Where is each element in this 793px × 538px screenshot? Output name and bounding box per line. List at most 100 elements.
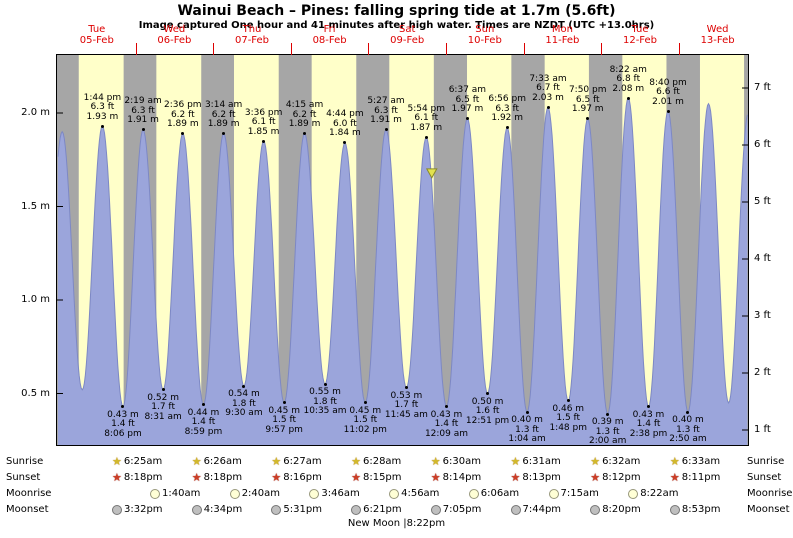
low-tide-label: 0.45 m 1.5 ft 9:57 pm [265, 406, 303, 436]
tide-label-line: 0.43 m [107, 409, 139, 420]
low-tide-label: 0.46 m 1.5 ft 1:48 pm [549, 404, 587, 434]
day-tick [135, 43, 137, 55]
tide-label-line: 1.5 ft [353, 415, 378, 426]
astro-entry: ★ 8:12pm [590, 472, 640, 484]
astro-time: 6:33am [681, 456, 721, 467]
sunrise-icon: ★ [430, 454, 441, 468]
day-date: 05-Feb [79, 35, 114, 46]
tide-label-line: 6.7 ft [536, 83, 560, 94]
tide-label-line: 1.4 ft [636, 419, 661, 430]
astro-row-label-left: Moonset [6, 504, 49, 515]
tide-point-dot [161, 388, 165, 392]
tide-label-line: 3:14 am [204, 100, 243, 111]
day-date: 09-Feb [390, 35, 425, 46]
astro-entry: 7:44pm [510, 504, 561, 515]
astro-time: 8:53pm [681, 504, 721, 515]
astro-entry: 1:40am [150, 488, 200, 499]
day-label: Sat 09-Feb [390, 24, 424, 46]
tide-label-line: 6.5 ft [455, 94, 480, 105]
low-tide-label: 0.55 m 1.8 ft 10:35 am [303, 388, 346, 417]
astro-entry: ★ 6:25am [112, 456, 163, 468]
tide-point-dot [546, 105, 550, 109]
astro-entry: ★ 6:26am [192, 456, 242, 468]
astro-entry: 8:20pm [590, 504, 641, 515]
tide-point-dot [686, 410, 690, 414]
astro-time: 6:25am [123, 456, 163, 467]
sunrise-icon: ★ [510, 454, 521, 468]
astro-time: 8:18pm [123, 472, 163, 483]
astro-entry: 7:05pm [430, 504, 481, 515]
y-axis-label-ft: 2 ft [754, 367, 771, 378]
tide-label-line: 1.3 ft [595, 426, 620, 437]
day-tick [523, 43, 525, 55]
tide-label-line: 9:30 am [225, 408, 263, 419]
astro-entry: ★ 8:18pm [192, 472, 242, 484]
tide-label-line: 1.5 ft [272, 415, 297, 426]
high-tide-label: 1:44 pm 6.3 ft 1.93 m [83, 92, 122, 123]
day-date: 13-Feb [700, 35, 735, 46]
tide-label-line: 1.91 m [127, 115, 159, 126]
tide-label-line: 1.8 ft [313, 396, 337, 407]
day-name: Tue [88, 24, 106, 35]
tide-label-line: 0.54 m [228, 389, 260, 400]
moonset-icon [351, 504, 362, 515]
tide-point-dot [626, 96, 630, 100]
tide-label-line: 1:44 pm [83, 92, 122, 103]
y-axis-label-ft: 4 ft [754, 253, 771, 264]
high-tide-label: 3:14 am 6.2 ft 1.89 m [205, 101, 242, 130]
astro-entry: ★ 6:30am [430, 454, 481, 468]
day-name: Sat [398, 24, 416, 35]
tide-point-dot [121, 405, 125, 409]
tide-point-dot [424, 135, 428, 139]
astro-time: 4:56am [401, 488, 440, 499]
low-tide-label: 0.52 m 1.7 ft 8:31 am [144, 393, 181, 423]
moonset-icon [112, 504, 122, 515]
astro-time: 6:32am [602, 456, 641, 467]
day-name: Sun [475, 24, 495, 35]
tide-label-line: 11:02 pm [343, 424, 387, 435]
tide-label-line: 1.89 m [288, 119, 321, 130]
day-label: Sun 10-Feb [468, 24, 502, 46]
astro-entry: 6:21pm [351, 504, 402, 515]
tide-label-line: 0.53 m [390, 390, 423, 401]
tide-label-line: 4:44 pm [326, 109, 364, 120]
sunrise-icon: ★ [669, 454, 680, 468]
tide-label-line: 11:45 am [384, 409, 428, 420]
tide-label-line: 1.87 m [410, 122, 443, 133]
astro-time: 8:15pm [362, 472, 402, 483]
tide-label-line: 1.91 m [370, 115, 402, 126]
tide-label-line: 1.97 m [571, 104, 604, 115]
moonrise-icon [150, 488, 160, 499]
tide-point-dot [100, 124, 104, 128]
tide-label-line: 4:15 am [285, 100, 324, 111]
astro-time: 6:21pm [363, 504, 402, 515]
day-label: Tue 12-Feb [623, 24, 657, 46]
day-label: Fri 08-Feb [313, 24, 347, 46]
tide-label-line: 1:04 am [508, 434, 546, 445]
day-label: Wed 06-Feb [157, 24, 191, 46]
tide-label-line: 1.92 m [491, 113, 524, 124]
astro-entry: ★ 6:32am [590, 456, 641, 468]
tide-label-line: 2.01 m [652, 96, 684, 107]
astro-row-label-right: Sunrise [747, 456, 785, 467]
day-date: 06-Feb [157, 35, 192, 46]
high-tide-label: 7:50 pm 6.5 ft 1.97 m [569, 86, 607, 115]
tide-label-line: 7:33 am [529, 73, 567, 84]
astro-entry: 8:22am [628, 488, 679, 499]
astro-entry: 4:34pm [191, 504, 242, 515]
tide-label-line: 6.2 ft [170, 109, 195, 120]
tide-point-dot [363, 401, 367, 405]
tide-point-dot [404, 386, 408, 390]
high-tide-label: 2:19 am 6.3 ft 1.91 m [124, 97, 161, 126]
astro-time: 7:15am [560, 488, 599, 499]
tide-label-line: 0.43 m [632, 409, 665, 420]
tide-label-line: 9:57 pm [265, 424, 303, 435]
high-tide-label: 4:15 am 6.2 ft 1.89 m [286, 101, 323, 130]
tide-label-line: 8:40 pm [649, 77, 687, 88]
astro-entry: ★ 6:33am [669, 454, 721, 468]
tide-label-line: 1.89 m [207, 119, 240, 130]
day-name: Wed [706, 24, 729, 35]
high-tide-label: 4:44 pm 6.0 ft 1.84 m [326, 110, 364, 139]
tide-point-dot [141, 128, 145, 132]
